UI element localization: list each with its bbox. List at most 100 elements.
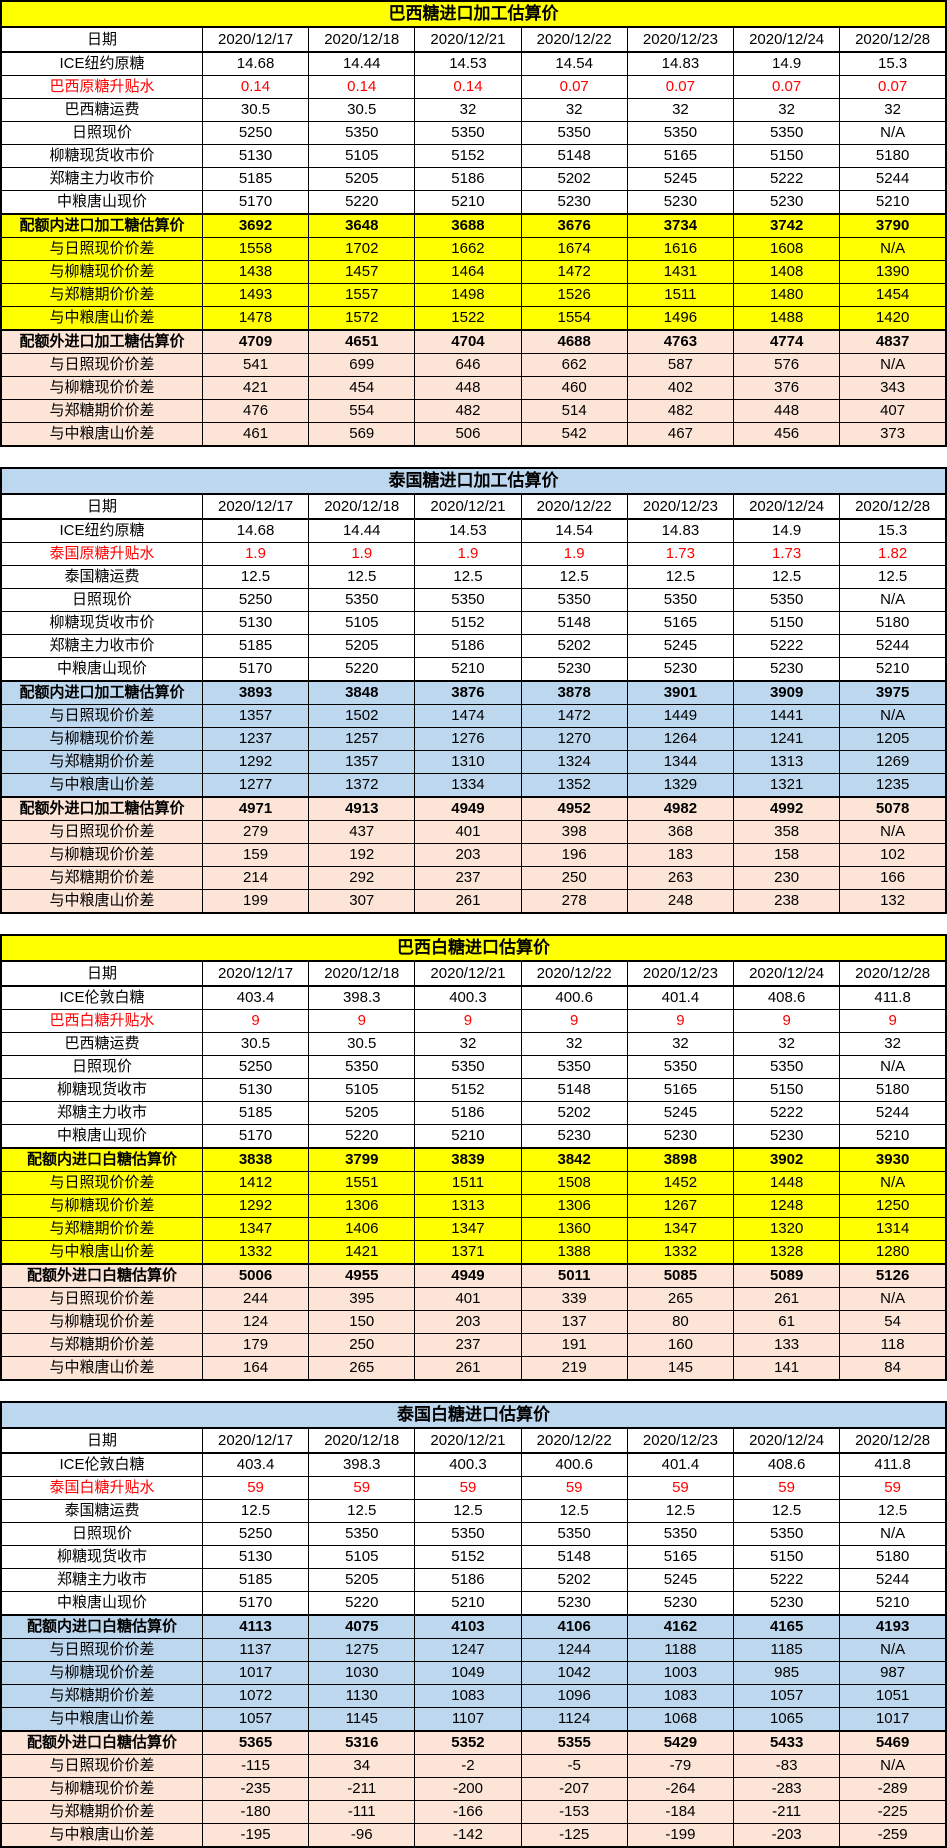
value-cell: 5244 <box>839 634 947 658</box>
table-row: 郑糖主力收市 5185 5205 5186 5202 5245 5222 5244 <box>0 1568 947 1592</box>
value-cell: 5350 <box>626 1522 735 1546</box>
value-cell: 30.5 <box>201 98 310 122</box>
value-cell: 0.14 <box>414 75 522 99</box>
value-cell: 5350 <box>308 1055 416 1079</box>
value-cell: 4949 <box>414 796 522 821</box>
value-cell: 411.8 <box>839 985 947 1010</box>
value-cell: 1526 <box>520 283 628 307</box>
value-cell: 61 <box>733 1310 841 1334</box>
value-cell: 1185 <box>733 1638 841 1662</box>
table-row: 配额外进口白糖估算价 5006 4955 4949 5011 5085 5089 5126 <box>0 1263 947 1288</box>
value-cell: 159 <box>201 843 310 867</box>
value-cell: 5350 <box>414 1522 522 1546</box>
value-cell: 5350 <box>733 121 841 145</box>
row-label-cell: 泰国糖运费 <box>0 1499 203 1523</box>
table-row: 与中粮唐山价差 1057 1145 1107 1124 1068 1065 1017 <box>0 1707 947 1732</box>
value-cell: 407 <box>839 399 947 423</box>
row-label-cell: 柳糖现货收市 <box>0 1078 203 1102</box>
value-cell: 3893 <box>201 680 310 705</box>
value-cell: 358 <box>733 820 841 844</box>
value-cell: 263 <box>626 866 735 890</box>
value-cell: -211 <box>733 1800 841 1824</box>
date-header-cell: 2020/12/17 <box>201 1427 310 1454</box>
date-header-cell: 2020/12/22 <box>520 960 628 987</box>
value-cell: 1205 <box>839 727 947 751</box>
value-cell: 5355 <box>520 1730 628 1755</box>
value-cell: 5185 <box>201 1101 310 1125</box>
value-cell: 5130 <box>201 1545 310 1569</box>
value-cell: 5150 <box>733 611 841 635</box>
value-cell: 5148 <box>520 611 628 635</box>
value-cell: 9 <box>414 1009 522 1033</box>
value-cell: 1241 <box>733 727 841 751</box>
value-cell: 662 <box>520 353 628 377</box>
row-label-cell: 郑糖主力收市价 <box>0 167 203 191</box>
row-label-cell: 与柳糖现价价差 <box>0 1661 203 1685</box>
table-title: 巴西糖进口加工估算价 <box>0 0 947 28</box>
value-cell: 5185 <box>201 634 310 658</box>
value-cell: 12.5 <box>520 1499 628 1523</box>
value-cell: 3930 <box>839 1147 947 1172</box>
value-cell: 1357 <box>201 704 310 728</box>
value-cell: 1448 <box>733 1171 841 1195</box>
value-cell: -195 <box>201 1823 310 1848</box>
value-cell: 14.9 <box>733 51 841 76</box>
value-cell: 4075 <box>308 1614 416 1639</box>
value-cell: 1068 <box>626 1707 735 1732</box>
value-cell: 1554 <box>520 306 628 331</box>
row-label-cell: 与郑糖期价价差 <box>0 283 203 307</box>
table-row: 与中粮唐山价差 1277 1372 1334 1352 1329 1321 1235 <box>0 773 947 798</box>
row-label-cell: 配额外进口白糖估算价 <box>0 1730 203 1755</box>
value-cell: 699 <box>308 353 416 377</box>
value-cell: 437 <box>308 820 416 844</box>
value-cell: 467 <box>626 422 735 447</box>
table-row: 与柳糖现价价差 421 454 448 460 402 376 343 <box>0 376 947 400</box>
value-cell: 3838 <box>201 1147 310 1172</box>
table-row: 与柳糖现价价差 1017 1030 1049 1042 1003 985 987 <box>0 1661 947 1685</box>
value-cell: 1472 <box>520 704 628 728</box>
price-table-2: 泰国糖进口加工估算价 日期 2020/12/17 2020/12/18 2020/12/… <box>0 467 947 914</box>
value-cell: 4971 <box>201 796 310 821</box>
row-label-cell: 与柳糖现价价差 <box>0 376 203 400</box>
value-cell: 4165 <box>733 1614 841 1639</box>
value-cell: 1557 <box>308 283 416 307</box>
value-cell: 1360 <box>520 1217 628 1241</box>
value-cell: 0.14 <box>308 75 416 99</box>
value-cell: 5350 <box>626 121 735 145</box>
value-cell: 400.6 <box>520 1452 628 1477</box>
value-cell: 5230 <box>733 190 841 215</box>
table-row: 与郑糖期价价差 1493 1557 1498 1526 1511 1480 1454 <box>0 283 947 307</box>
value-cell: 261 <box>414 1356 522 1381</box>
value-cell: 5202 <box>520 167 628 191</box>
value-cell: 3848 <box>308 680 416 705</box>
value-cell: 5433 <box>733 1730 841 1755</box>
value-cell: 124 <box>201 1310 310 1334</box>
table-row: 与中粮唐山价差 1332 1421 1371 1388 1332 1328 1280 <box>0 1240 947 1265</box>
table-row: 与日照现价价差 1412 1551 1511 1508 1452 1448 N/A <box>0 1171 947 1195</box>
value-cell: 1250 <box>839 1194 947 1218</box>
row-label-cell: 日照现价 <box>0 121 203 145</box>
value-cell: 1332 <box>626 1240 735 1265</box>
value-cell: -235 <box>201 1777 310 1801</box>
value-cell: 141 <box>733 1356 841 1381</box>
value-cell: 401.4 <box>626 985 735 1010</box>
table-row: 配额外进口加工糖估算价 4709 4651 4704 4688 4763 4774 4837 <box>0 329 947 354</box>
row-label-cell: 与郑糖期价价差 <box>0 1333 203 1357</box>
table-row: ICE纽约原糖 14.68 14.44 14.53 14.54 14.83 14.9 15.3 <box>0 51 947 76</box>
value-cell: 395 <box>308 1287 416 1311</box>
value-cell: 1057 <box>733 1684 841 1708</box>
value-cell: 5210 <box>839 657 947 682</box>
value-cell: N/A <box>839 1522 947 1546</box>
value-cell: 1478 <box>201 306 310 331</box>
value-cell: 1334 <box>414 773 522 798</box>
table-row: 巴西糖运费 30.5 30.5 32 32 32 32 32 <box>0 1032 947 1056</box>
value-cell: 5244 <box>839 167 947 191</box>
value-cell: 339 <box>520 1287 628 1311</box>
value-cell: 3909 <box>733 680 841 705</box>
table-row: 泰国原糖升贴水 1.9 1.9 1.9 1.9 1.73 1.73 1.82 <box>0 542 947 566</box>
date-header-cell: 2020/12/24 <box>733 1427 841 1454</box>
value-cell: 32 <box>414 1032 522 1056</box>
value-cell: 5006 <box>201 1263 310 1288</box>
value-cell: 12.5 <box>308 565 416 589</box>
row-label-cell: 配额外进口加工糖估算价 <box>0 329 203 354</box>
